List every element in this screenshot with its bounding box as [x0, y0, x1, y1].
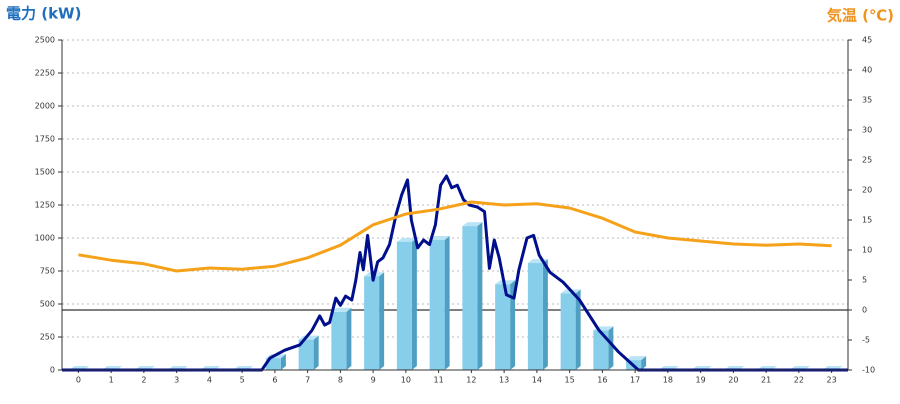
x-tick-label: 0	[76, 376, 81, 385]
x-tick-label: 22	[794, 376, 804, 385]
x-tick-label: 19	[696, 376, 706, 385]
x-tick-label: 15	[565, 376, 575, 385]
bar-side	[379, 272, 385, 370]
y2-tick-label: -5	[862, 336, 870, 345]
bar	[495, 284, 511, 370]
x-tick-label: 11	[434, 376, 444, 385]
y-tick-label: 2500	[35, 36, 55, 45]
bar-side	[411, 237, 417, 370]
y-tick-label: 1500	[35, 168, 55, 177]
y-tick-label: 1000	[35, 234, 55, 243]
bar	[462, 226, 478, 370]
y2-tick-label: 45	[862, 36, 872, 45]
bar-side	[510, 280, 516, 370]
y-tick-label: 1750	[35, 135, 55, 144]
y2-tick-label: 15	[862, 216, 872, 225]
x-tick-label: 2	[141, 376, 146, 385]
bar-top	[429, 235, 450, 240]
x-tick-label: 16	[597, 376, 607, 385]
bar-top	[626, 356, 647, 361]
x-tick-label: 8	[338, 376, 343, 385]
bar	[396, 241, 412, 370]
y-tick-label: 250	[40, 333, 55, 342]
bar-side	[346, 307, 352, 370]
x-tick-label: 10	[401, 376, 411, 385]
line	[62, 174, 848, 372]
bar	[364, 276, 380, 370]
x-tick-label: 9	[371, 376, 376, 385]
bar	[560, 293, 576, 370]
y2-tick-label: 20	[862, 186, 872, 195]
x-tick-label: 17	[630, 376, 640, 385]
bar-side	[280, 354, 286, 370]
x-tick-label: 13	[499, 376, 509, 385]
bar-side	[477, 222, 483, 370]
x-tick-label: 14	[532, 376, 542, 385]
y2-tick-label: 25	[862, 156, 872, 165]
y2-axis-title: 気温 (℃)	[827, 7, 894, 25]
x-tick-label: 5	[240, 376, 245, 385]
bar-side	[641, 356, 647, 370]
x-tick-label: 18	[663, 376, 673, 385]
x-tick-label: 1	[109, 376, 114, 385]
bar	[298, 339, 314, 370]
bar-top	[396, 237, 417, 242]
bar	[593, 330, 609, 370]
bar-side	[575, 289, 581, 370]
bar	[265, 358, 281, 370]
bar-side	[608, 326, 614, 370]
y2-tick-label: 0	[862, 306, 867, 315]
y-axis-title: 電力 (kW)	[6, 5, 81, 23]
x-tick-label: 21	[761, 376, 771, 385]
y2-tick-label: 30	[862, 126, 872, 135]
x-tick-label: 20	[728, 376, 738, 385]
bar	[527, 263, 543, 370]
x-tick-label: 23	[827, 376, 837, 385]
x-tick-label: 7	[305, 376, 310, 385]
bar-top	[331, 307, 352, 312]
bar-side	[444, 235, 450, 370]
y2-tick-label: 35	[862, 96, 872, 105]
x-tick-label: 4	[207, 376, 212, 385]
y-tick-label: 2250	[35, 69, 55, 78]
bar	[429, 239, 445, 370]
bar-side	[542, 259, 548, 370]
x-tick-label: 6	[272, 376, 277, 385]
y2-tick-label: 40	[862, 66, 872, 75]
y2-tick-label: -10	[862, 366, 875, 375]
y-tick-label: 500	[40, 300, 55, 309]
y2-tick-label: 10	[862, 246, 872, 255]
x-tick-label: 3	[174, 376, 179, 385]
y-tick-label: 1250	[35, 201, 55, 210]
y-tick-label: 0	[50, 366, 55, 375]
bar-side	[313, 335, 319, 370]
bar	[331, 311, 347, 370]
y-tick-label: 750	[40, 267, 55, 276]
y2-tick-label: 5	[862, 276, 867, 285]
x-tick-label: 12	[466, 376, 476, 385]
y-tick-label: 2000	[35, 102, 55, 111]
bar-top	[462, 222, 483, 227]
line	[78, 200, 832, 273]
